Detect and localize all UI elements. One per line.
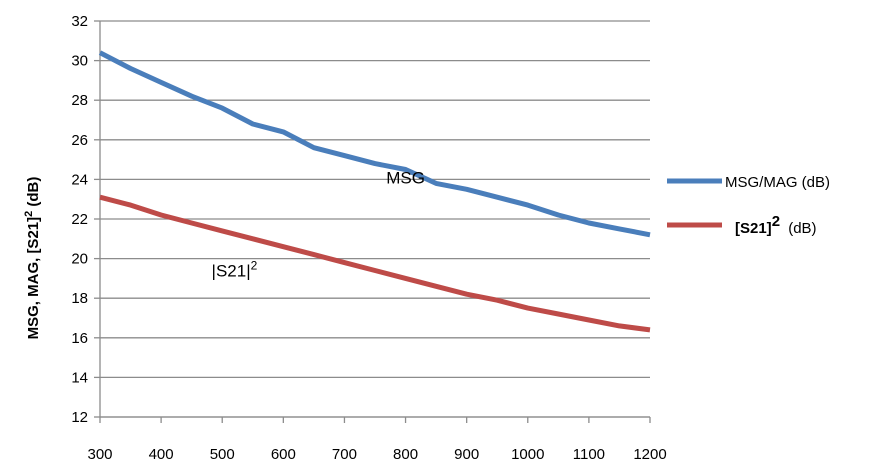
y-axis-label-main: MSG, MAG, [S21] [25, 217, 42, 340]
series-line-s21 [99, 194, 651, 333]
y-tick-label: 12 [71, 409, 88, 426]
legend-label-s21-unit: (dB) [784, 220, 817, 237]
legend-item-msg: MSG/MAG (dB) [667, 174, 830, 191]
x-tick-label: 1000 [511, 446, 544, 463]
annotation-s21: |S21|2 [212, 258, 258, 280]
gridlines [100, 20, 650, 418]
x-tick-label: 600 [271, 446, 296, 463]
y-tick-label: 22 [71, 211, 88, 228]
x-tick-label: 1200 [633, 446, 666, 463]
x-tick-label: 500 [210, 446, 235, 463]
y-tick-label: 26 [71, 132, 88, 149]
legend-item-s21: [S21]2 (dB) [667, 213, 817, 237]
y-tick-label: 18 [71, 290, 88, 307]
x-tick-label: 800 [393, 446, 418, 463]
x-tick-label: 700 [332, 446, 357, 463]
y-axis-label-unit: (dB) [25, 177, 42, 211]
x-axis-ticks: 300 400 500 600 700 800 900 1000 1100 1200 [87, 417, 667, 463]
x-tick-label: 400 [149, 446, 174, 463]
legend-label-s21-sup: 2 [772, 213, 780, 230]
y-tick-label: 32 [71, 13, 88, 30]
x-tick-label: 1100 [573, 446, 605, 463]
y-tick-label: 14 [71, 369, 88, 386]
series-lines [98, 50, 651, 333]
y-tick-label: 20 [71, 251, 88, 268]
y-axis-label-sup: 2 [23, 211, 35, 217]
x-tick-label: 900 [454, 446, 479, 463]
y-tick-label: 24 [71, 171, 88, 188]
y-tick-label: 28 [71, 92, 88, 109]
y-tick-label: 30 [71, 53, 88, 70]
series-line-msg [98, 50, 651, 238]
y-axis-ticks: 12 14 16 18 20 22 24 26 28 30 32 [71, 13, 100, 426]
legend-label-s21-main: [S21] [735, 220, 772, 237]
x-tick-label: 300 [87, 446, 112, 463]
y-tick-label: 16 [71, 330, 88, 347]
legend: MSG/MAG (dB) [S21]2 (dB) [667, 174, 830, 237]
annotation-msg: MSG [386, 168, 425, 187]
legend-label-msg: MSG/MAG (dB) [725, 174, 830, 191]
y-axis-label: MSG, MAG, [S21]2 (dB) [23, 177, 42, 340]
legend-label-s21: [S21]2 (dB) [735, 213, 817, 237]
annotations: MSG |S21|2 [212, 168, 425, 280]
